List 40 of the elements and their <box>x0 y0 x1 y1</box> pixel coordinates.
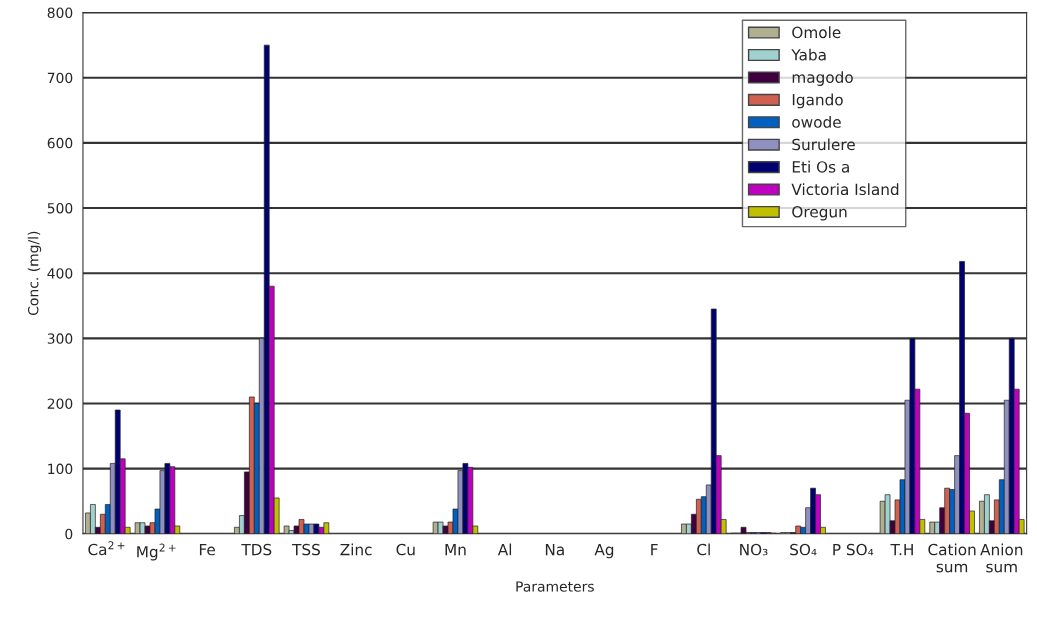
legend-label: Eti Os a <box>792 160 849 173</box>
x-tick-label: Fe <box>199 543 215 556</box>
x-tick-label: Zinc <box>340 543 372 556</box>
x-tick-label: SO₄ <box>790 543 817 556</box>
x-tick-label: Cation sum <box>928 543 976 573</box>
x-tick-label: Na <box>545 543 564 556</box>
y-tick-label: 800 <box>47 7 73 19</box>
legend-label: Yaba <box>791 48 826 61</box>
x-tick-label: Ag <box>594 543 614 559</box>
y-tick-label: 0 <box>65 528 73 540</box>
legend-label: Surulere <box>792 138 855 151</box>
y-tick-label: 600 <box>47 137 73 149</box>
y-tick-label: 500 <box>47 202 73 214</box>
x-tick-label: F <box>651 543 658 556</box>
x-tick-label: Cu <box>396 543 415 556</box>
legend-label: Oregun <box>792 205 847 221</box>
y-tick-label: 400 <box>47 268 73 279</box>
x-tick-label: T.H <box>890 543 913 556</box>
x-tick-label: Al <box>497 543 512 556</box>
x-tick-label: Mg$^{2+}$ <box>137 543 176 561</box>
x-tick-label: P SO₄ <box>833 543 874 556</box>
y-tick-label: 700 <box>47 72 73 84</box>
y-axis-title: Conc. (mg/l) <box>27 231 42 315</box>
x-tick-label: Ca$^{2+}$ <box>88 541 125 556</box>
x-axis-title: Parameters <box>516 581 594 592</box>
x-tick-label: TDS <box>241 543 272 556</box>
x-tick-label: Cl <box>697 543 710 556</box>
x-tick-label: Anion sum <box>980 543 1023 573</box>
x-tick-label: NO₃ <box>740 543 768 556</box>
y-tick-label: 200 <box>47 398 73 409</box>
y-tick-label: 100 <box>48 463 73 475</box>
x-tick-label: TSS <box>292 543 320 556</box>
legend-label: Victoria Island <box>791 183 899 196</box>
legend-label: Omole <box>792 26 841 39</box>
y-tick-label: 300 <box>47 333 73 344</box>
legend-label: Igando <box>792 93 843 109</box>
legend-label: owode <box>792 116 841 128</box>
x-tick-label: Mn <box>445 543 466 556</box>
legend-label: magodo <box>792 71 853 86</box>
bar <box>283 525 290 534</box>
